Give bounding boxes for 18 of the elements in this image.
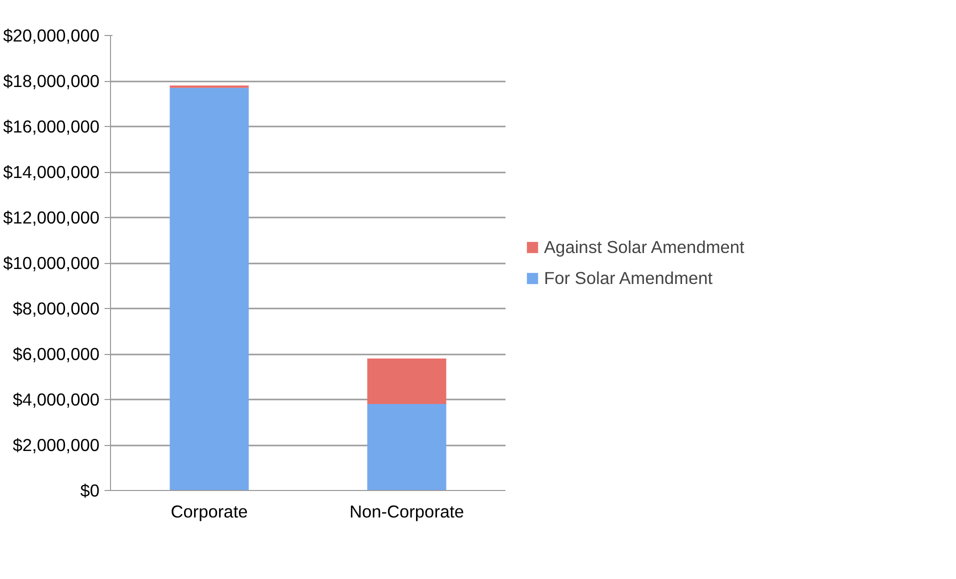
- y-tick-label: $12,000,000: [3, 208, 100, 228]
- y-tick-label: $16,000,000: [3, 116, 100, 136]
- y-tick-label: $8,000,000: [12, 298, 100, 318]
- y-tick-label: $14,000,000: [3, 162, 100, 182]
- bar: [367, 358, 446, 404]
- legend-label: For Solar Amendment: [544, 268, 713, 288]
- x-tick-label: Non-Corporate: [349, 502, 464, 522]
- bar: [170, 88, 249, 490]
- x-tick-label: Corporate: [170, 502, 248, 522]
- y-tick-label: $0: [80, 480, 100, 500]
- y-tick-label: $10,000,000: [3, 253, 100, 273]
- y-tick-label: $6,000,000: [12, 344, 100, 364]
- legend-label: Against Solar Amendment: [544, 236, 744, 258]
- y-tick-label: $4,000,000: [12, 390, 100, 410]
- bar: [367, 404, 446, 490]
- y-tick-label: $20,000,000: [3, 26, 100, 46]
- y-tick-label: $18,000,000: [3, 71, 100, 91]
- y-tick-label: $2,000,000: [12, 435, 100, 455]
